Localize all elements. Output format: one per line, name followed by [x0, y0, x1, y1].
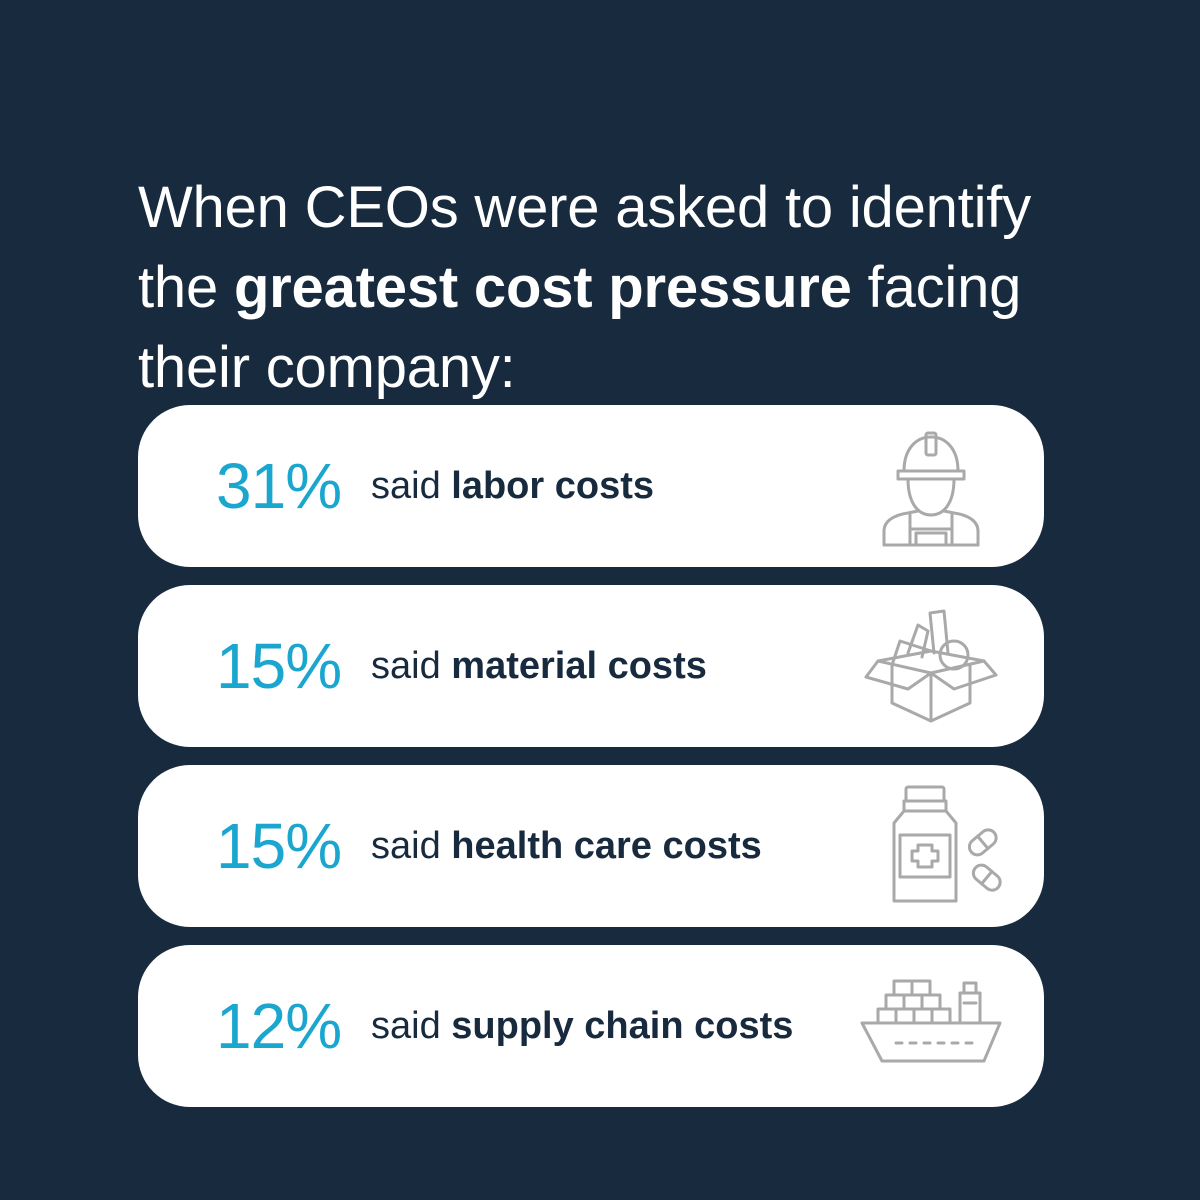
cargo-ship-icon	[856, 963, 1006, 1089]
stat-label: said material costs	[371, 585, 707, 747]
stat-card-material: 15% said material costs	[138, 585, 1044, 747]
stat-label-lead: said	[371, 825, 452, 867]
headline-emphasis: greatest cost pressure	[233, 255, 852, 320]
stat-label-topic: health care costs	[451, 825, 762, 867]
construction-worker-icon	[856, 423, 1006, 549]
stat-label-lead: said	[371, 465, 452, 507]
headline: When CEOs were asked to identify the gre…	[138, 168, 1088, 408]
medicine-bottle-pills-icon	[856, 783, 1006, 909]
stat-percent: 15%	[216, 630, 342, 702]
stat-list: 31% said labor costs 15%	[138, 405, 1044, 1125]
stat-card-supply-chain: 12% said supply chain costs	[138, 945, 1044, 1107]
stat-label: said supply chain costs	[371, 945, 793, 1107]
stat-card-labor: 31% said labor costs	[138, 405, 1044, 567]
stat-percent: 15%	[216, 810, 342, 882]
stat-percent: 12%	[216, 990, 342, 1062]
stat-label-topic: supply chain costs	[451, 1005, 794, 1047]
stat-label: said labor costs	[371, 405, 654, 567]
stat-card-health: 15% said health care costs	[138, 765, 1044, 927]
stat-label-topic: material costs	[451, 645, 707, 687]
stat-percent: 31%	[216, 450, 342, 522]
headline-part1: When CEOs were asked to identify the	[138, 175, 1031, 320]
stat-label-lead: said	[371, 1005, 452, 1047]
open-box-icon	[856, 603, 1006, 729]
stat-label-topic: labor costs	[451, 465, 655, 507]
stat-label-lead: said	[371, 645, 452, 687]
headline-part2: facing their company:	[138, 255, 1022, 400]
stat-label: said health care costs	[371, 765, 762, 927]
